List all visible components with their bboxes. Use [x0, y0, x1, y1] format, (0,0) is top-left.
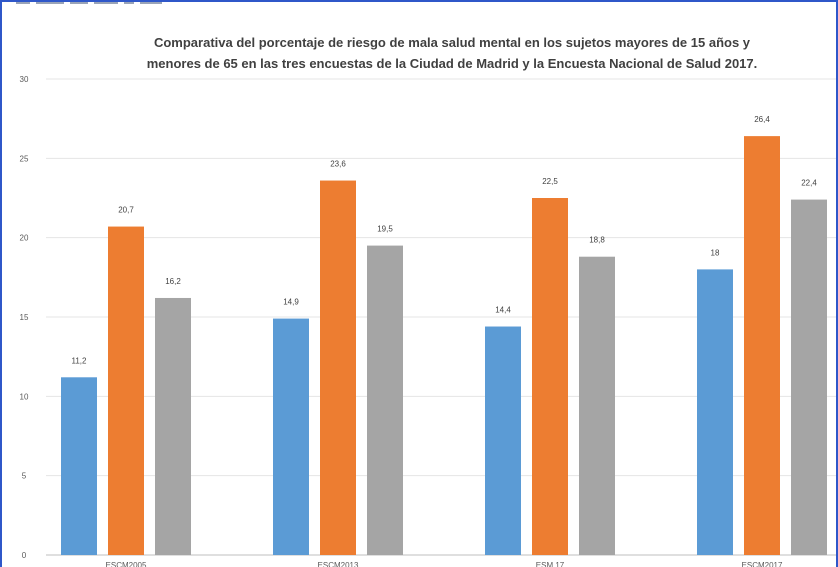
bar	[155, 297, 191, 555]
bar	[791, 199, 827, 555]
top-strip	[16, 2, 236, 8]
data-label: 16,2	[165, 277, 181, 286]
data-label: 18	[711, 248, 720, 257]
category-label: ESCM2013	[318, 561, 359, 567]
bar	[320, 180, 356, 555]
chart-title-line-1: Comparativa del porcentaje de riesgo de …	[153, 35, 751, 50]
y-tick-label: 20	[20, 234, 29, 243]
bar	[697, 269, 733, 555]
bar	[744, 136, 780, 555]
bar	[579, 256, 615, 555]
data-label: 11,2	[72, 356, 88, 365]
data-label: 14,9	[283, 298, 299, 307]
y-tick-label: 10	[20, 392, 29, 401]
data-label: 26,4	[754, 115, 770, 124]
y-tick-label: 15	[20, 313, 29, 322]
category-label: ESM 17	[536, 561, 565, 567]
bar	[61, 377, 97, 555]
chart-title-line-2: menores de 65 en las tres encuestas de l…	[146, 56, 758, 71]
chart-title: Comparativa del porcentaje de riesgo de …	[72, 32, 832, 74]
bar	[108, 226, 144, 555]
data-label: 22,4	[801, 179, 817, 188]
data-label: 23,6	[330, 160, 346, 169]
bar	[485, 326, 521, 555]
y-tick-label: 5	[22, 472, 27, 481]
bar	[273, 318, 309, 555]
data-label: 18,8	[589, 236, 605, 245]
data-label: 19,5	[377, 225, 393, 234]
y-tick-label: 0	[22, 551, 27, 560]
category-label: ESCM2017	[742, 561, 783, 567]
category-label: ESCM2005	[106, 561, 147, 567]
data-label: 22,5	[542, 177, 558, 186]
data-label: 20,7	[118, 206, 134, 215]
bar	[532, 198, 568, 555]
bar	[367, 245, 403, 555]
y-tick-label: 25	[20, 154, 29, 163]
data-label: 14,4	[495, 306, 511, 315]
y-tick-label: 30	[20, 75, 29, 84]
